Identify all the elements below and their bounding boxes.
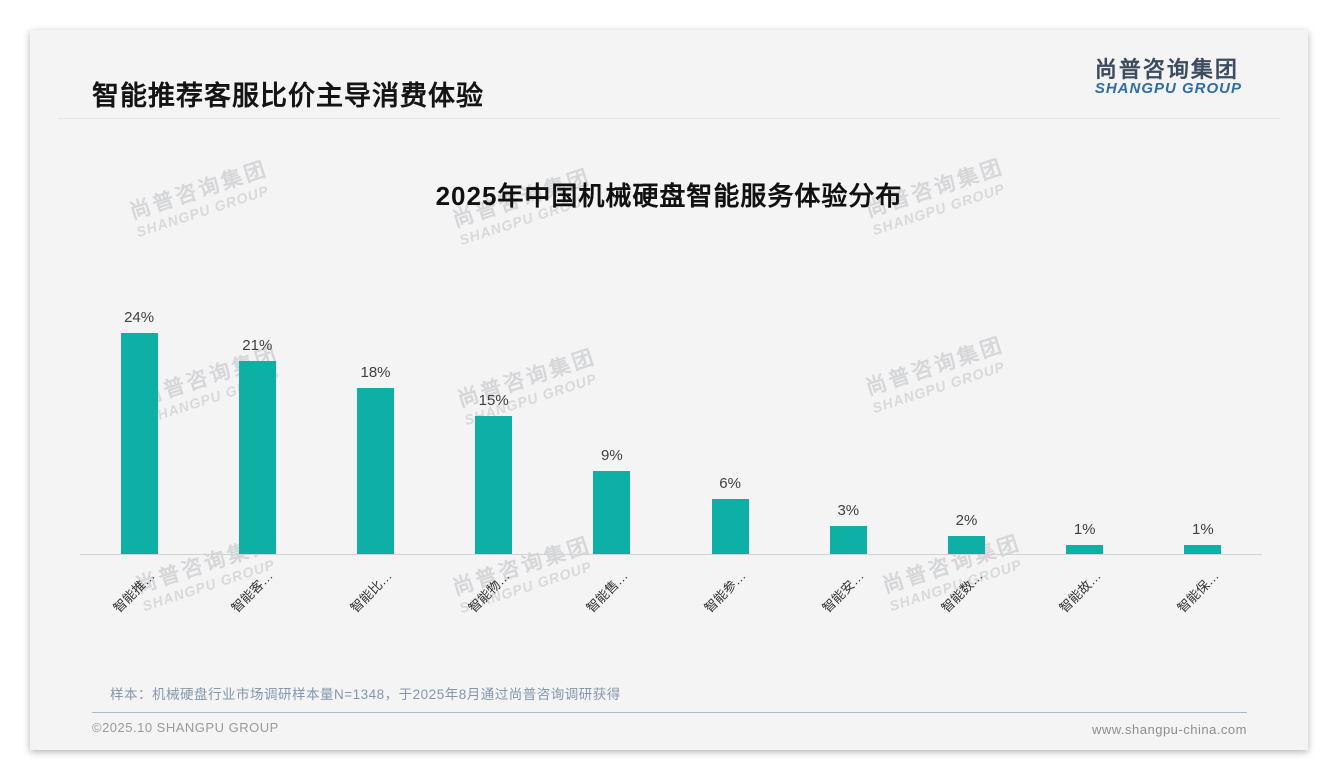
bar xyxy=(357,388,394,554)
page-title: 智能推荐客服比价主导消费体验 xyxy=(92,81,484,111)
bar-value-label: 3% xyxy=(837,502,860,520)
copyright-text: ©2025.10 SHANGPU GROUP xyxy=(92,720,279,735)
bar-value-label: 18% xyxy=(360,364,391,382)
x-axis-label: 智能参… xyxy=(701,568,749,616)
x-axis-label: 智能物… xyxy=(465,568,513,616)
bar xyxy=(1184,544,1222,554)
website-text: www.shangpu-china.com xyxy=(1091,722,1247,737)
bar xyxy=(829,526,867,554)
bar-value-label: 6% xyxy=(719,474,741,492)
bar-value-label: 9% xyxy=(601,447,623,465)
bar-value-label: 1% xyxy=(1073,520,1096,538)
bar-value-label: 2% xyxy=(955,511,978,529)
x-axis-label: 智能客… xyxy=(228,568,277,616)
bar xyxy=(948,535,985,554)
bar xyxy=(120,333,158,554)
bar xyxy=(593,471,631,554)
x-axis-label: 智能售… xyxy=(583,568,631,616)
bar xyxy=(238,360,276,554)
bar-value-label: 15% xyxy=(478,392,509,409)
x-axis-label: 智能故… xyxy=(1056,568,1104,616)
bar xyxy=(711,498,749,554)
x-axis-label: 智能安… xyxy=(819,568,868,616)
bar xyxy=(1066,544,1104,554)
x-axis-label: 智能数… xyxy=(937,568,986,616)
x-axis-label: 智能保… xyxy=(1174,568,1222,616)
sample-note: 样本：机械硬盘行业市场调研样本量N=1348，于2025年8月通过尚普咨询调研获… xyxy=(110,687,621,702)
logo-english-name: SHANGPU GROUP xyxy=(1094,80,1242,98)
chart-title: 2025年中国机械硬盘智能服务体验分布 xyxy=(435,181,903,211)
x-axis-label: 智能推… xyxy=(110,568,158,616)
x-axis-line xyxy=(80,554,1262,555)
bar-chart: 24% 智能推… 21% 智能客… 18% 智能比… 15% 智能物… 9% 智能售… 6% 智能参…… xyxy=(30,30,1308,750)
report-slide: 尚普咨询集团 SHANGPU GROUP 尚普咨询集团 SHANGPU GROUP 尚普… xyxy=(30,30,1308,750)
x-axis-label: 智能比… xyxy=(346,568,395,616)
bar-value-label: 21% xyxy=(242,336,273,354)
company-logo: 尚普咨询集团 SHANGPU GROUP xyxy=(1095,58,1242,97)
bar-value-label: 1% xyxy=(1192,520,1214,538)
logo-chinese-name: 尚普咨询集团 xyxy=(1094,57,1239,82)
bar xyxy=(475,416,513,554)
bar-value-label: 24% xyxy=(124,309,155,327)
header-divider xyxy=(58,118,1280,119)
footer-divider xyxy=(92,712,1247,713)
